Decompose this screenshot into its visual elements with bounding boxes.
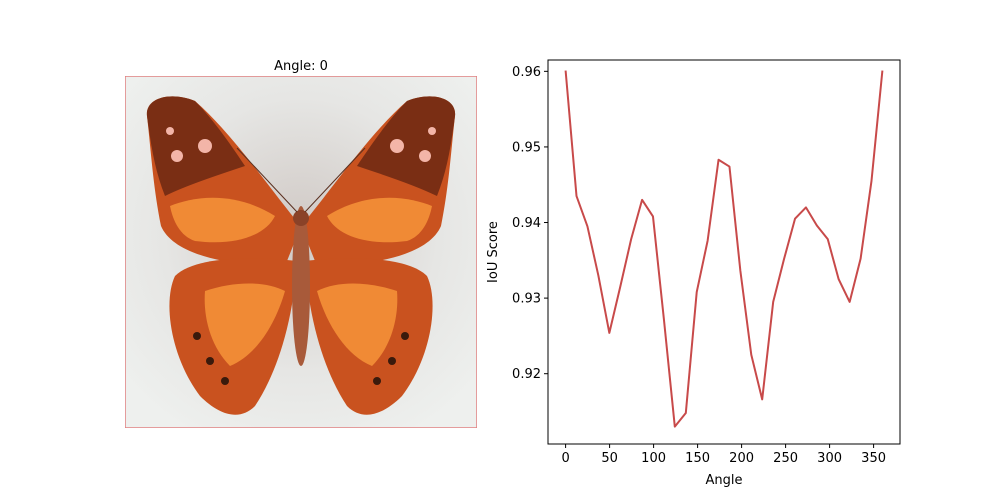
wing-spot — [171, 150, 183, 162]
wing-spot — [388, 357, 396, 365]
x-tick-label: 100 — [641, 451, 666, 466]
wing-spot — [428, 127, 436, 135]
image-title: Angle: 0 — [274, 59, 328, 74]
wing-spot — [401, 332, 409, 340]
y-tick-label: 0.94 — [512, 216, 541, 231]
wing-spot — [390, 139, 404, 153]
wing-spot — [193, 332, 201, 340]
antenna — [236, 147, 298, 213]
plot-frame — [547, 59, 901, 445]
right-forewing-dark — [357, 96, 456, 196]
left-forewing-dark — [146, 96, 245, 196]
right-forewing-light — [327, 197, 432, 243]
x-tick-label: 350 — [861, 451, 886, 466]
butterfly-icon — [146, 96, 456, 415]
wing-spot — [373, 377, 381, 385]
x-tick-label: 300 — [817, 451, 842, 466]
y-tick-label: 0.93 — [512, 292, 541, 307]
butterfly-image — [125, 76, 477, 428]
left-hindwing-light — [204, 283, 285, 366]
x-tick-label: 0 — [561, 451, 569, 466]
butterfly-head — [293, 210, 309, 226]
x-tick-label: 50 — [601, 451, 618, 466]
x-tick-label: 150 — [685, 451, 710, 466]
wing-spot — [221, 377, 229, 385]
y-tick-label: 0.95 — [512, 140, 541, 155]
right-hindwing-light — [317, 283, 398, 366]
wing-spot — [198, 139, 212, 153]
x-tick-label: 250 — [773, 451, 798, 466]
wing-spot — [166, 127, 174, 135]
x-tick-label: 200 — [729, 451, 754, 466]
butterfly-body — [292, 206, 310, 366]
wing-spot — [419, 150, 431, 162]
left-forewing-light — [170, 197, 275, 243]
y-tick-label: 0.92 — [512, 367, 541, 382]
wing-spot — [206, 357, 214, 365]
iou-series-line — [564, 70, 884, 428]
y-axis-label: IoU Score — [486, 221, 501, 283]
y-tick-label: 0.96 — [512, 65, 541, 80]
antenna — [304, 147, 366, 213]
x-axis-label: Angle — [706, 473, 743, 488]
